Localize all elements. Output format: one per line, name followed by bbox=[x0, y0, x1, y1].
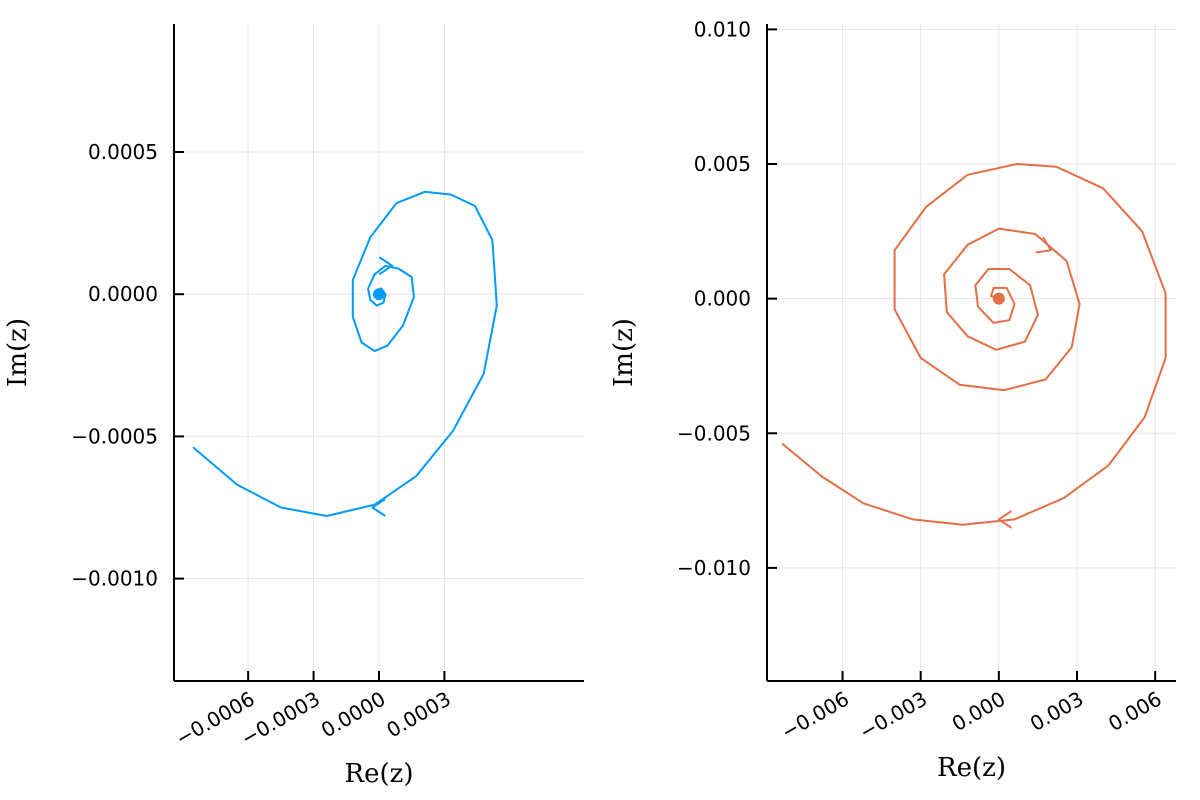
y-tick-label: −0.0010 bbox=[71, 567, 158, 591]
y-tick-label: 0.0005 bbox=[88, 140, 158, 164]
y-tick-label: 0.000 bbox=[694, 287, 751, 311]
end-point-marker bbox=[992, 292, 1005, 305]
spiral-series-line bbox=[781, 163, 1167, 526]
y-tick-label: 0.010 bbox=[694, 17, 751, 41]
x-tick-label: −0.003 bbox=[855, 687, 931, 745]
y-tick-label: −0.010 bbox=[677, 556, 751, 580]
direction-arrow-icon bbox=[371, 498, 386, 517]
direction-arrow-icon bbox=[1035, 236, 1052, 254]
x-tick-label: 0.006 bbox=[1104, 687, 1166, 736]
x-axis-label: Re(z) bbox=[937, 753, 1006, 783]
direction-arrow-icon bbox=[997, 510, 1012, 529]
y-tick-label: 0.0000 bbox=[88, 282, 158, 306]
right-subplot: 0.010 0.005 0.000 −0.005 −0.010 −0.006 −0.003 0… bbox=[609, 17, 1176, 783]
spiral-series-line bbox=[192, 190, 498, 517]
y-tick-label: −0.0005 bbox=[71, 424, 158, 448]
x-tick-label: −0.006 bbox=[777, 687, 853, 745]
y-tick-label: −0.005 bbox=[677, 421, 751, 445]
x-tick-label: 0.000 bbox=[948, 687, 1010, 736]
y-axis-label: Im(z) bbox=[609, 318, 639, 387]
x-tick-label: 0.003 bbox=[1026, 687, 1088, 736]
x-tick-label: 0.0003 bbox=[382, 687, 455, 743]
left-subplot: 0.00050.0000−0.0005−0.0010−0.0006−0.0003… bbox=[3, 24, 584, 789]
y-tick-label: 0.005 bbox=[694, 152, 751, 176]
x-tick-label: 0.0000 bbox=[317, 687, 390, 743]
end-point-marker bbox=[373, 288, 385, 301]
x-axis-label: Re(z) bbox=[345, 759, 414, 789]
y-axis-label: Im(z) bbox=[3, 318, 33, 387]
direction-arrow-icon bbox=[379, 256, 394, 275]
